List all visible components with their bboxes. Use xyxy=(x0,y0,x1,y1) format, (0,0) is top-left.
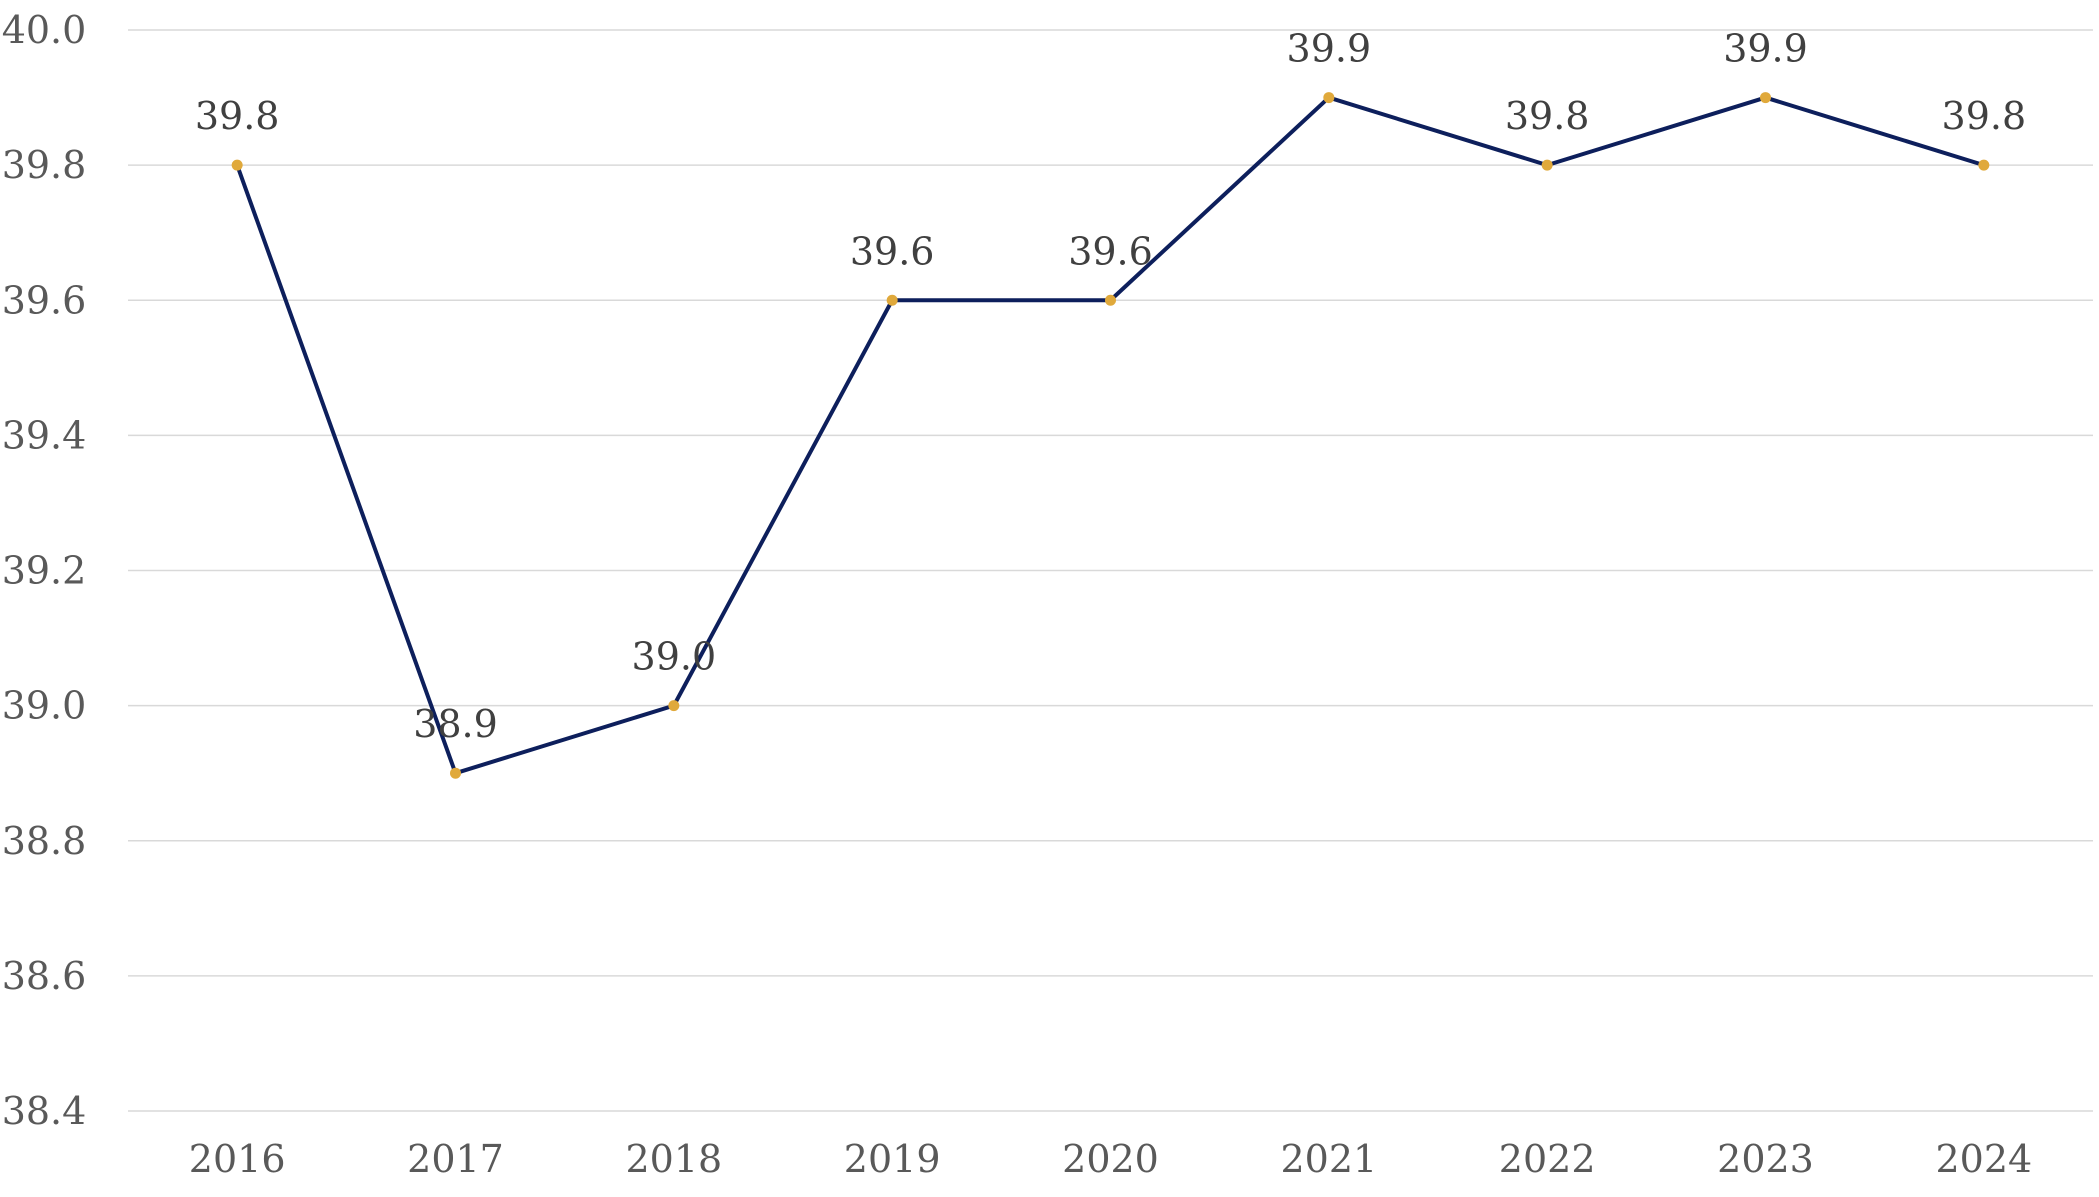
x-tick-label: 2024 xyxy=(1935,1137,2032,1181)
data-label: 38.9 xyxy=(413,702,498,746)
x-tick-label: 2023 xyxy=(1717,1137,1814,1181)
data-label: 39.0 xyxy=(632,635,717,679)
x-tick-label: 2016 xyxy=(189,1137,286,1181)
y-tick-label: 38.4 xyxy=(2,1089,87,1133)
data-label: 39.9 xyxy=(1723,27,1808,71)
data-point xyxy=(1105,294,1116,306)
y-tick-label: 40.0 xyxy=(2,8,87,52)
data-point xyxy=(886,294,898,306)
y-tick-label: 39.6 xyxy=(2,278,87,322)
x-tick-label: 2022 xyxy=(1499,1137,1596,1181)
x-tick-label: 2018 xyxy=(625,1137,722,1181)
data-point xyxy=(1978,159,1990,171)
data-label: 39.8 xyxy=(1505,94,1590,138)
y-tick-label: 39.8 xyxy=(2,143,87,187)
y-tick-label: 38.8 xyxy=(2,819,87,863)
data-point xyxy=(231,159,243,171)
data-label: 39.6 xyxy=(1068,229,1153,273)
data-label: 39.9 xyxy=(1287,27,1372,71)
data-point xyxy=(1541,159,1553,171)
data-label: 39.8 xyxy=(1942,94,2027,138)
data-label: 39.8 xyxy=(195,94,280,138)
data-label: 39.6 xyxy=(850,229,935,273)
y-tick-label: 39.0 xyxy=(2,684,87,728)
series xyxy=(231,92,1990,779)
y-tick-label: 39.2 xyxy=(2,549,87,593)
x-axis: 2016 2017 2018 2019 2020 2021 2022 2023 2024 xyxy=(189,1137,2032,1181)
data-point xyxy=(1760,92,1771,104)
gridlines xyxy=(128,29,2093,1112)
x-tick-label: 2020 xyxy=(1062,1137,1159,1181)
y-tick-label: 39.4 xyxy=(2,413,87,457)
y-axis: 38.4 38.6 38.8 39.0 39.2 39.4 39.6 39.8 40.0 xyxy=(2,8,87,1133)
data-point xyxy=(450,767,461,779)
data-point xyxy=(1323,92,1335,104)
x-tick-label: 2017 xyxy=(407,1137,504,1181)
data-point xyxy=(668,700,680,712)
x-tick-label: 2019 xyxy=(844,1137,941,1181)
data-labels: 39.8 38.9 39.0 39.6 39.6 39.9 39.8 39.9 39.8 xyxy=(195,27,2026,747)
y-tick-label: 38.6 xyxy=(2,954,87,998)
x-tick-label: 2021 xyxy=(1280,1137,1377,1181)
